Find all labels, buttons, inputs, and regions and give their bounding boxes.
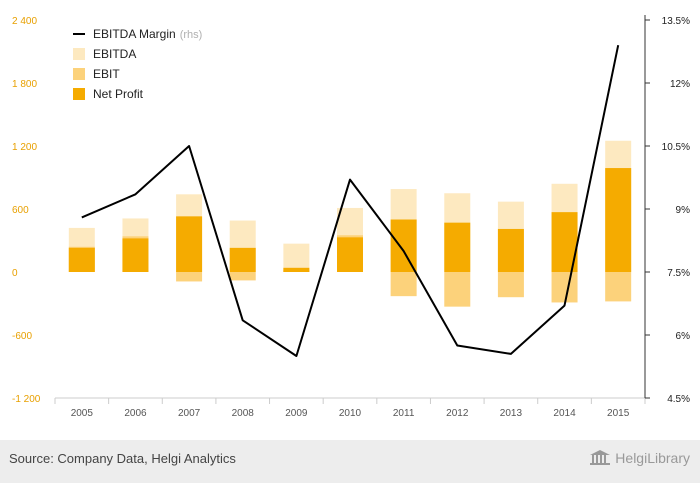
legend-swatch [73, 48, 85, 60]
bar-net-profit-2011 [390, 219, 417, 272]
y-right-tick-label: 6% [676, 331, 691, 342]
footer: Source: Company Data, Helgi Analytics He… [0, 440, 700, 483]
x-tick-label: 2009 [285, 408, 308, 419]
x-tick-label: 2005 [71, 408, 94, 419]
bar-ebit-2015 [605, 272, 632, 302]
legend-swatch [73, 88, 85, 100]
y-left-tick-label: 600 [12, 205, 29, 216]
x-tick-label: 2012 [446, 408, 469, 419]
y-left-tick-label: 2 400 [12, 16, 37, 27]
legend-item-net-profit: Net Profit [73, 87, 144, 101]
x-tick-label: 2008 [232, 408, 255, 419]
y-right-tick-label: 7.5% [667, 268, 690, 279]
x-tick-label: 2013 [500, 408, 523, 419]
brand-name: HelgiLibrary [615, 450, 690, 466]
bar-net-profit-2009 [283, 267, 310, 272]
bar-net-profit-2012 [444, 222, 471, 272]
bar-ebit-2012 [444, 272, 471, 307]
bar-net-profit-2008 [229, 247, 256, 272]
legend-swatch [73, 68, 85, 80]
legend: EBITDA Margin (rhs) EBITDA EBIT Net Profit [73, 27, 202, 101]
bar-net-profit-2006 [122, 238, 149, 272]
bar-net-profit-2013 [497, 228, 524, 272]
legend-item-ebitda-margin: EBITDA Margin (rhs) [73, 27, 202, 41]
y-right-tick-label: 4.5% [667, 394, 690, 405]
bar-ebit-2014 [551, 272, 578, 303]
bar-ebit-2013 [497, 272, 524, 298]
y-left-tick-label: 1 200 [12, 142, 37, 153]
x-tick-label: 2006 [124, 408, 147, 419]
line-layer [81, 44, 620, 357]
legend-item-ebitda: EBITDA [73, 47, 136, 61]
library-columns-icon [590, 450, 611, 465]
bar-ebitda-2009 [283, 243, 310, 272]
legend-label: Net Profit [93, 87, 144, 101]
bar-ebit-2007 [176, 272, 203, 282]
source-note: Source: Company Data, Helgi Analytics [9, 451, 236, 466]
y-left-tick-label: 1 800 [12, 79, 37, 90]
y-left-tick-label: 0 [12, 268, 18, 279]
legend-label: EBITDA [93, 47, 136, 61]
axes-layer: 2005 2006 2007 2008 2009 2010 2011 2012 2013 2014… [12, 15, 690, 419]
y-left-tick-label: -600 [12, 331, 32, 342]
x-tick-label: 2007 [178, 408, 201, 419]
x-tick-label: 2010 [339, 408, 362, 419]
bar-layer [68, 140, 632, 307]
legend-label: EBIT [93, 67, 120, 81]
x-tick-label: 2015 [607, 408, 630, 419]
y-right-tick-label: 9% [676, 205, 691, 216]
bar-ebit-2008 [229, 272, 256, 281]
legend-label: EBITDA Margin (rhs) [93, 27, 202, 41]
x-tick-label: 2011 [393, 408, 415, 419]
chart: 2005 2006 2007 2008 2009 2010 2011 2012 2013 2014… [12, 15, 690, 419]
brand-logo[interactable]: HelgiLibrary [589, 450, 690, 466]
bar-ebit-2011 [390, 272, 417, 297]
legend-item-ebit: EBIT [73, 67, 120, 81]
bar-net-profit-2005 [68, 247, 95, 272]
y-right-tick-label: 12% [670, 79, 690, 90]
x-tick-label: 2014 [553, 408, 576, 419]
bar-net-profit-2010 [337, 237, 363, 272]
y-left-tick-label: -1 200 [12, 394, 41, 405]
line-ebitda-margin [81, 44, 620, 357]
y-right-tick-label: 13.5% [662, 16, 690, 27]
y-right-tick-label: 10.5% [662, 142, 690, 153]
bar-net-profit-2015 [605, 168, 632, 272]
bar-net-profit-2007 [176, 216, 203, 272]
